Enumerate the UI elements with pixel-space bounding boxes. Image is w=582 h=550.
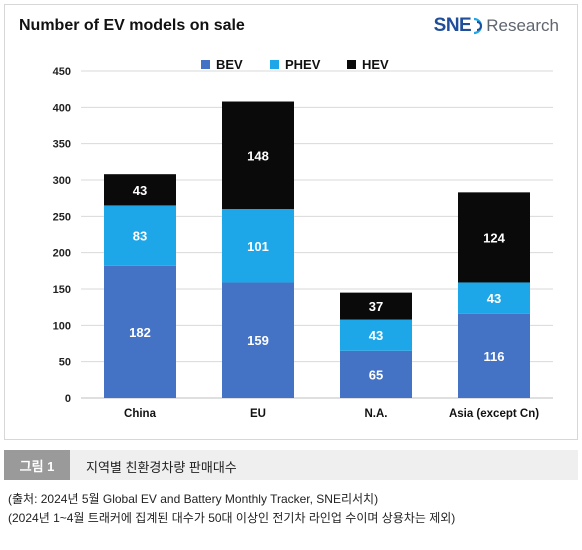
bar-phev-3	[458, 282, 530, 314]
stacked-bar-chart: 0 50 100 150 200 250 300 350 400 450 182 83 43 China 1…	[53, 66, 553, 420]
bar-hev-0	[104, 174, 176, 206]
logo-research-text: Research	[486, 16, 559, 35]
y-tick-label: 0	[65, 393, 71, 405]
legend-phev-swatch	[270, 60, 279, 69]
x-tick-label: N.A.	[365, 408, 388, 420]
legend-phev-label: PHEV	[285, 57, 321, 72]
y-tick-label: 450	[53, 66, 71, 78]
bar-hev-2	[340, 292, 412, 320]
figure-caption-text: 지역별 친환경차량 판매대수	[86, 460, 237, 475]
data-label: 116	[484, 349, 505, 364]
legend-hev-label: HEV	[362, 57, 389, 72]
data-label: 65	[369, 367, 383, 382]
bar-bev-2	[340, 350, 412, 398]
y-tick-label: 300	[53, 175, 71, 187]
x-tick-label: EU	[250, 408, 266, 420]
logo-sne-text: SNE	[433, 15, 472, 36]
legend-phev: PHEV	[270, 57, 320, 72]
y-tick-label: 150	[53, 284, 71, 296]
data-label: 43	[487, 291, 501, 306]
legend-bev-label: BEV	[216, 57, 243, 72]
data-label: 148	[247, 148, 269, 163]
data-label: 43	[369, 328, 383, 343]
data-label: 124	[483, 230, 505, 245]
sne-research-logo: SNE Research	[434, 15, 559, 37]
figure-caption-bar: 그림 1 지역별 친환경차량 판매대수	[4, 450, 578, 480]
data-label: 182	[129, 325, 151, 340]
bar-hev-3	[458, 192, 530, 283]
legend-hev-swatch	[347, 60, 356, 69]
data-label: 83	[133, 229, 147, 244]
y-tick-label: 350	[53, 139, 71, 151]
y-tick-label: 100	[53, 320, 71, 332]
y-tick-label: 50	[59, 357, 71, 369]
data-label: 101	[247, 239, 269, 254]
chart-panel: Number of EV models on sale SNE Research…	[4, 4, 578, 440]
chart-title: Number of EV models on sale	[19, 17, 245, 34]
data-label: 43	[133, 183, 147, 198]
y-tick-label: 200	[53, 248, 71, 260]
bar-bev-1	[222, 282, 294, 398]
x-tick-label: China	[124, 408, 157, 420]
bar-hev-1	[222, 101, 294, 210]
figure-number-label: 그림 1	[4, 450, 70, 480]
source-note: (출처: 2024년 5월 Global EV and Battery Mont…	[8, 492, 379, 506]
data-label: 37	[369, 299, 383, 314]
legend-bev: BEV	[201, 57, 243, 72]
bar-bev-3	[458, 313, 530, 398]
y-tick-label: 400	[53, 102, 71, 114]
bar-phev-2	[340, 319, 412, 351]
legend-hev: HEV	[347, 57, 389, 72]
y-tick-label: 250	[53, 211, 71, 223]
source-footnote: (2024년 1~4월 트래커에 집계된 대수가 50대 이상인 전기차 라인업…	[8, 511, 456, 525]
x-tick-label: Asia (except Cn)	[449, 408, 539, 420]
data-label: 159	[247, 333, 269, 348]
logo-arc-icon	[474, 17, 483, 35]
bar-bev-0	[104, 265, 176, 398]
bar-phev-0	[104, 205, 176, 266]
legend-bev-swatch	[201, 60, 210, 69]
bar-phev-1	[222, 209, 294, 283]
